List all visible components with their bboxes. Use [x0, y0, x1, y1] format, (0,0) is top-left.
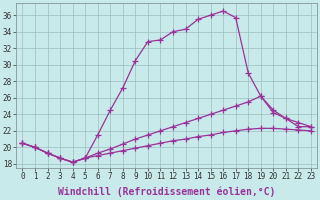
- X-axis label: Windchill (Refroidissement éolien,°C): Windchill (Refroidissement éolien,°C): [58, 187, 276, 197]
